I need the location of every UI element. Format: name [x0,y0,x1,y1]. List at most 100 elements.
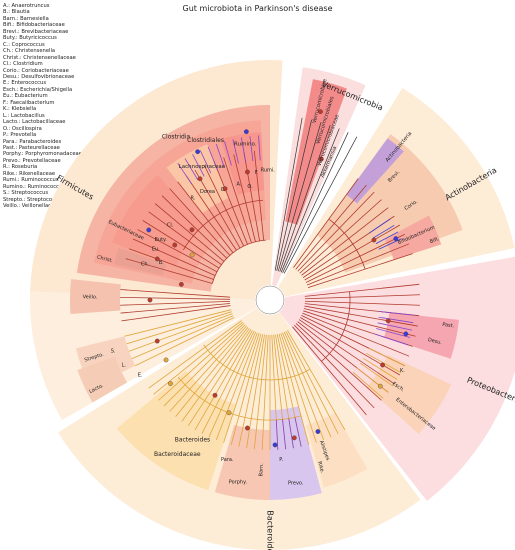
clade-node [318,109,323,115]
branch-line [375,231,399,245]
clade-node [245,169,250,175]
clade-node [255,285,285,315]
clade-node [318,156,324,162]
bacteroidaceae-sector [116,370,237,491]
branch-line [282,332,325,441]
branch-line [192,154,205,177]
branch-line [233,154,256,242]
clade-node [154,338,160,344]
label-clostridia: Clostridia [162,134,191,141]
branch-line [207,146,218,171]
phylum-bacteroidetes: Bacteroidetes [266,510,275,550]
legend-item: Prevo.: Prevotellaceae [3,157,61,164]
clade-node [226,410,232,416]
clade-node [195,149,201,155]
branch-line [121,305,231,322]
branch-line [203,165,245,247]
branch-line [163,324,246,407]
branch-line [243,152,260,241]
legend-item: S.: Streptococcus [3,190,49,197]
clade-node [189,252,195,258]
label-rumino: Rumino. [234,141,257,147]
branch-line [258,135,261,161]
branch-line [153,321,244,395]
label-l: L. [122,363,127,369]
clade-node [146,227,152,233]
branch-line [124,309,232,337]
branch-line [142,220,220,269]
branch-line [304,224,401,281]
branch-line [177,181,234,253]
branch-line [276,119,312,271]
clade-node [315,429,321,434]
branch-arc [328,218,366,270]
label-barn: Barn. [258,463,265,477]
branch-line [253,334,267,450]
label-christ: Christ. [96,254,114,264]
branch-line [175,326,249,417]
branch-line [185,175,237,251]
legend-item: Veillo.: Veillonellaceae [3,203,61,210]
legend-item: Desu.: Desulfovibrionaceae [3,73,75,80]
branch-line [208,331,257,438]
label-desu: Desu. [427,337,443,346]
label-p: P. [279,457,283,463]
label-lachnospiraceae: Lachnospiraceae [179,164,226,170]
legend-item: F.: Faecalibacterium [3,99,55,106]
label-dorea: Dorea [200,189,215,195]
branch-line [278,333,310,445]
branch-line [249,136,254,162]
label-bifi: Bifi. [429,236,440,245]
label-s: S. [111,348,116,354]
branch-line [148,211,222,266]
desulfovibrionaceae-sector [384,312,459,359]
branch-line [352,371,384,399]
branch-line [126,311,232,345]
christensenellaceae-sector [114,247,166,276]
branch-line [304,300,420,306]
label-a: A. [236,182,241,188]
clade-node [197,176,203,182]
legend-item: O.: Oscillospira [3,125,42,132]
clade-node [178,281,184,287]
branch-line [292,326,367,416]
branch-line [372,224,395,239]
legend-item: Buty.: Butyricicoccus [3,35,57,42]
legend-item: P.: Prevotella [3,132,37,139]
branch-line [215,143,225,168]
label-f: F. [255,170,259,176]
branch-line [169,325,247,412]
legend-item: Para.: Parabacteroides [3,138,62,145]
label-clostridiales: Clostridiales [187,137,224,144]
label-porphy: Porphy. [229,480,248,486]
branch-line [299,199,382,274]
clade-node [147,297,153,303]
clade-node [212,392,218,398]
branch-line [376,328,411,338]
legend-item: C.: Coprococcus [3,41,45,48]
label-o: O. [247,184,253,190]
clade-node [172,242,178,248]
branch-line [274,117,303,271]
clade-node [243,129,249,135]
label-k: K. [400,368,405,374]
branch-line [184,158,199,181]
label-para: Para. [221,457,234,463]
branch-line [294,417,302,447]
clade-node [291,435,297,441]
branch-line [295,184,367,270]
ruminococcaceae-sector [220,132,265,195]
legend-item: A.: Anaerotruncus [3,3,50,9]
branch-line [282,132,349,273]
branch-arc [183,199,264,251]
bifidobacteriaceae-sector [384,215,442,260]
branch-line [261,334,269,450]
branch-line [135,317,235,367]
sector-layer [30,60,515,550]
branch-line [199,150,212,174]
branch-line [304,294,420,300]
label-prevo: Prevo. [288,481,304,487]
branch-line [304,283,420,297]
legend-item: Christ.: Christensenellaceae [3,54,76,61]
verrucomicrobia-sector [272,67,366,287]
